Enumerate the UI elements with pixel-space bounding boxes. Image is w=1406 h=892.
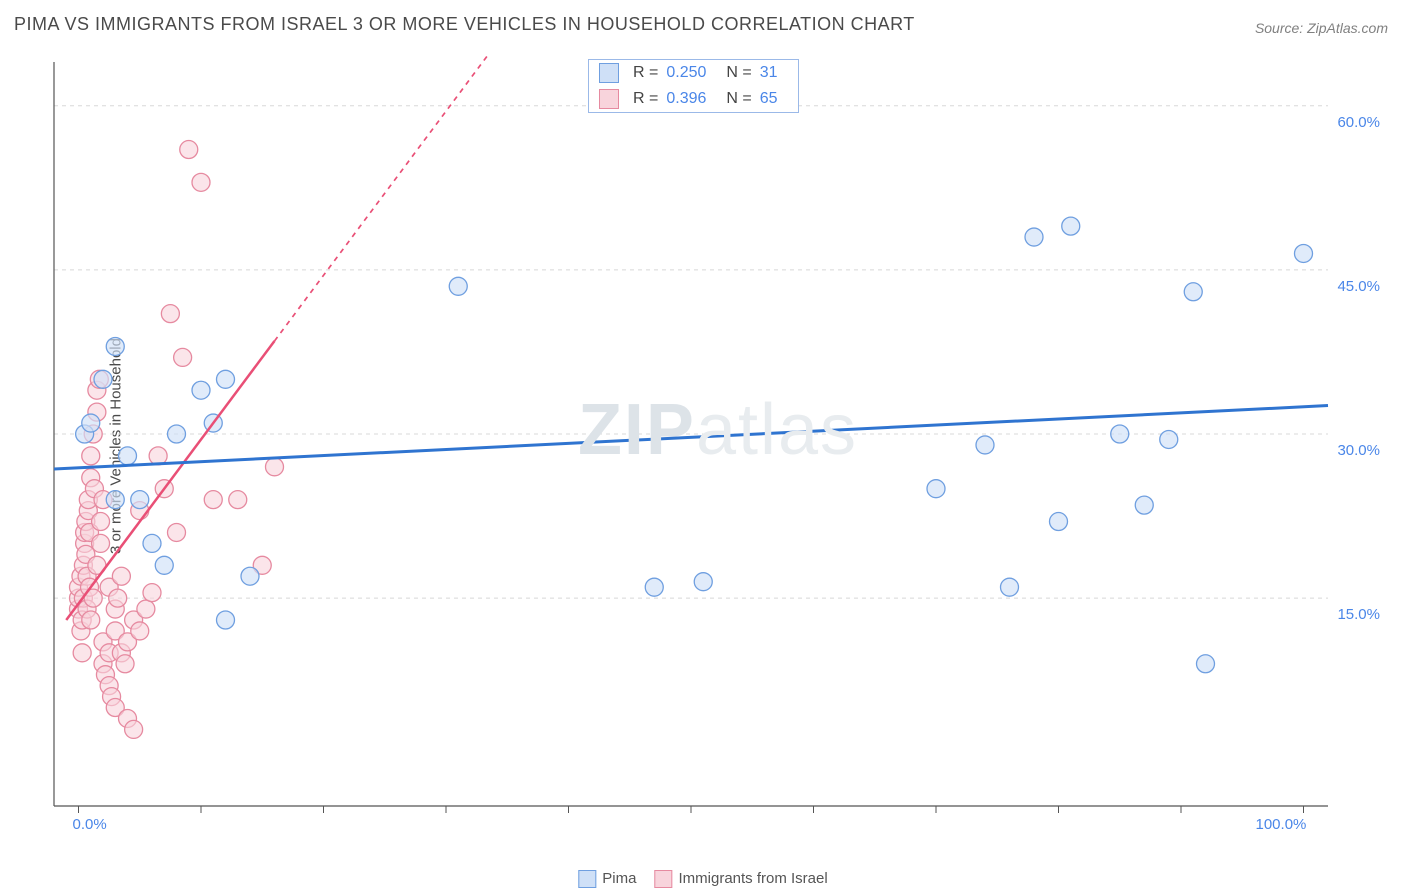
chart-title: PIMA VS IMMIGRANTS FROM ISRAEL 3 OR MORE… — [14, 14, 915, 35]
legend-stat-row: R = 0.396 N = 65 — [589, 86, 798, 112]
plot-area: ZIPatlas R =0.250N =31R =0.396N =65 15.0… — [48, 56, 1388, 836]
legend-swatch — [578, 870, 596, 888]
scatter-svg — [48, 56, 1388, 836]
n-label: N = — [726, 90, 751, 108]
x-tick-label: 100.0% — [1256, 816, 1307, 833]
y-tick-label: 15.0% — [1337, 606, 1380, 623]
legend-swatch — [599, 63, 619, 83]
legend-item: Pima — [578, 870, 636, 888]
x-tick-label: 0.0% — [73, 816, 107, 833]
correlation-legend: R = 0.250 N = 31 R = 0.396 N = 65 — [588, 59, 799, 113]
n-value: 65 — [760, 90, 788, 108]
source-attribution: Source: ZipAtlas.com — [1255, 20, 1388, 36]
r-value: 0.396 — [666, 90, 718, 108]
series-legend: Pima Immigrants from Israel — [578, 870, 827, 888]
legend-label: Pima — [602, 870, 636, 887]
legend-label: Immigrants from Israel — [678, 870, 827, 887]
legend-swatch — [599, 89, 619, 109]
n-label: N = — [726, 64, 751, 82]
legend-swatch — [654, 870, 672, 888]
y-tick-label: 45.0% — [1337, 278, 1380, 295]
y-tick-label: 30.0% — [1337, 442, 1380, 459]
y-tick-label: 60.0% — [1337, 114, 1380, 131]
legend-stat-row: R = 0.250 N = 31 — [589, 60, 798, 86]
r-label: R = — [633, 64, 658, 82]
n-value: 31 — [760, 64, 788, 82]
r-label: R = — [633, 90, 658, 108]
r-value: 0.250 — [666, 64, 718, 82]
legend-item: Immigrants from Israel — [654, 870, 827, 888]
